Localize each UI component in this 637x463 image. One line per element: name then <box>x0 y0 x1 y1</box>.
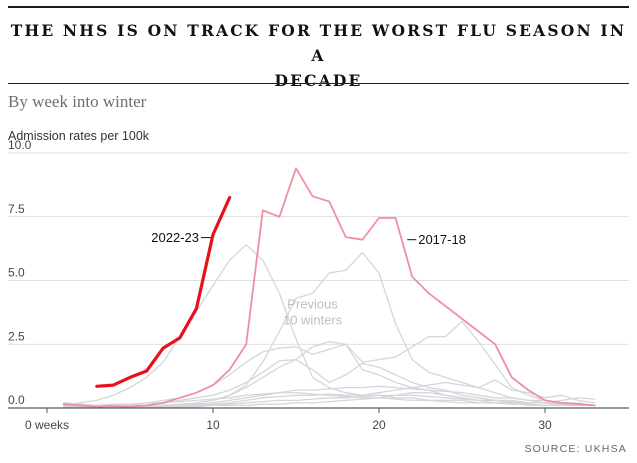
series-line-previous-winter <box>62 358 596 408</box>
y-tick-label: 2.5 <box>8 329 25 343</box>
series-line-2022-23 <box>95 196 232 388</box>
series-line-previous-winter <box>62 251 596 408</box>
chart-subtitle: By week into winter <box>8 92 147 111</box>
annotation-previous-winters: Previous 10 winters <box>283 297 343 328</box>
chart-title-line-2: DECADE <box>274 71 363 90</box>
series-line-previous-winter <box>62 392 596 408</box>
x-tick-label: 0 weeks <box>25 418 69 432</box>
series-line-2017-18 <box>62 167 596 408</box>
x-tick-labels: 0 weeks 10 20 30 <box>25 408 552 432</box>
y-tick-labels: 0.0 2.5 5.0 7.5 10.0 <box>8 138 32 407</box>
y-tick-label: 5.0 <box>8 266 25 280</box>
y-tick-label: 10.0 <box>8 138 32 152</box>
x-tick-label: 20 <box>372 418 386 432</box>
gridlines <box>8 152 629 409</box>
previous-winters-lines <box>62 244 596 408</box>
highlighted-lines <box>62 167 596 408</box>
annotation-2022-23: 2022-23 <box>151 230 199 245</box>
series-line-previous-winter <box>62 343 596 408</box>
chart-title: THE NHS IS ON TRACK FOR THE WORST FLU SE… <box>0 18 637 93</box>
top-rule <box>8 6 629 8</box>
title-rule <box>8 83 629 84</box>
y-tick-label: 0.0 <box>8 393 25 407</box>
source-note: SOURCE: UKHSA <box>524 443 627 455</box>
annotations: 2022-23 2017-18 Previous 10 winters <box>151 230 466 327</box>
x-tick-label: 10 <box>206 418 220 432</box>
chart-title-line-1: THE NHS IS ON TRACK FOR THE WORST FLU SE… <box>10 21 627 65</box>
y-axis-label: Admission rates per 100k <box>8 129 150 143</box>
y-tick-label: 7.5 <box>8 202 25 216</box>
annotation-2017-18: 2017-18 <box>418 232 466 247</box>
x-tick-label: 30 <box>538 418 552 432</box>
series-line-previous-winter <box>62 392 596 407</box>
